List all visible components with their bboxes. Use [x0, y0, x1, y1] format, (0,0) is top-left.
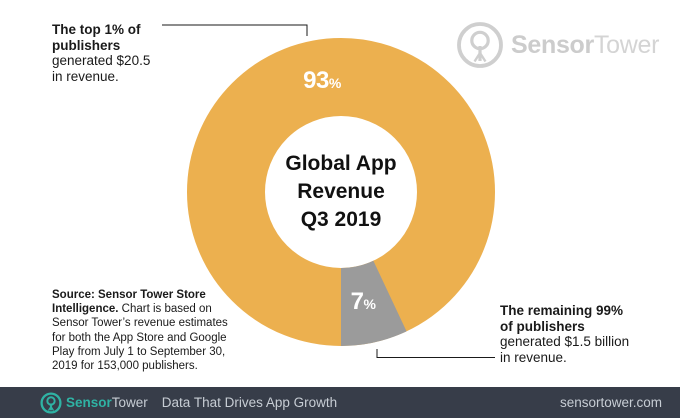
- source-line: Source: Sensor Tower Store: [52, 289, 206, 301]
- footer-wordmark-sensor: Sensor: [66, 395, 112, 410]
- source-line: Play from July 1 to September 30,: [52, 345, 226, 358]
- slice-value-93: 93: [303, 67, 329, 94]
- percent-sign: %: [328, 75, 341, 91]
- chart-title-line-3: Q3 2019: [300, 208, 382, 231]
- annotation-line: in revenue.: [52, 68, 119, 84]
- annotation-line: generated $1.5 billion: [500, 334, 630, 349]
- wordmark-tower: Tower: [593, 30, 660, 59]
- footer-bar: SensorTower Data That Drives App Growth …: [0, 387, 680, 418]
- source-line: for both the App Store and Google: [52, 331, 227, 344]
- source-note: Source: Sensor Tower Store Intelligence.…: [52, 288, 252, 373]
- leader-line-bottom-right: [376, 349, 495, 358]
- footer-website-link[interactable]: sensortower.com: [559, 395, 662, 410]
- annotation-remaining-99-percent: The remaining 99% of publishers generate…: [500, 303, 660, 365]
- source-line: Sensor Tower’s revenue estimates: [52, 317, 228, 330]
- annotation-line: generated $20.5: [52, 53, 151, 68]
- slice-value-7: 7: [350, 288, 364, 315]
- chart-title-line-2: Revenue: [297, 180, 385, 203]
- source-line: Intelligence. Chart is based on: [52, 303, 212, 316]
- annotation-line: The top 1% of: [52, 22, 141, 37]
- leader-line-top-left: [162, 24, 308, 36]
- wordmark-sensor: Sensor: [511, 30, 594, 59]
- annotation-line: in revenue.: [500, 349, 567, 365]
- footer-wordmark-tower: Tower: [111, 395, 148, 410]
- footer-wordmark: SensorTower: [66, 395, 148, 410]
- donut-chart: [162, 24, 495, 358]
- annotation-line: of publishers: [500, 318, 585, 334]
- footer-tagline: Data That Drives App Growth: [161, 395, 338, 410]
- sensor-tower-logo-icon: [457, 22, 503, 68]
- donut-slice-minority: [341, 260, 407, 346]
- annotation-line: The remaining 99%: [500, 303, 624, 318]
- slice-label-93: 93%: [282, 69, 362, 95]
- annotation-line: publishers: [52, 37, 121, 53]
- percent-sign: %: [363, 296, 376, 312]
- annotation-top-1-percent: The top 1% of publishers generated $20.5…: [52, 22, 182, 84]
- chart-title: Global App Revenue Q3 2019: [241, 150, 441, 234]
- sensor-tower-wordmark: SensorTower: [511, 31, 659, 60]
- chart-title-line-1: Global App: [285, 152, 397, 175]
- source-line: 2019 for 153,000 publishers.: [52, 360, 198, 373]
- sensor-tower-watermark: SensorTower: [456, 21, 659, 69]
- sensor-tower-footer-logo-icon: [40, 391, 62, 414]
- slice-label-7: 7%: [323, 290, 403, 316]
